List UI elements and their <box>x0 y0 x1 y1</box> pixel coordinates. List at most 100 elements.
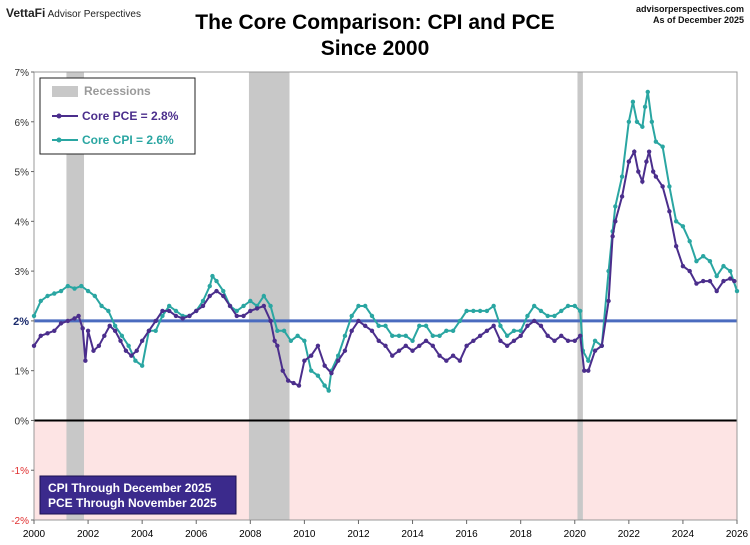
core-pce-point-69 <box>457 358 463 363</box>
core-cpi-point-19 <box>160 313 165 319</box>
core-cpi-point-16 <box>139 363 145 368</box>
plot-frame <box>33 71 738 521</box>
core-pce-point-67 <box>444 358 449 363</box>
x-tick-label-2008: 2008 <box>239 529 262 540</box>
core-cpi-point-59 <box>417 323 422 329</box>
core-cpi-point-11 <box>106 308 111 314</box>
core-pce-point-49 <box>322 363 327 368</box>
core-pce-point-39 <box>268 318 273 324</box>
core-pce-point-58 <box>383 343 388 348</box>
core-pce-point-73 <box>484 328 490 334</box>
core-cpi-point-76 <box>532 303 537 309</box>
core-pce-point-62 <box>410 348 415 353</box>
core-cpi-point-52 <box>369 313 375 319</box>
core-pce-point-48 <box>315 343 321 348</box>
core-pce-point-94 <box>613 219 618 224</box>
core-pce-point-30 <box>207 293 212 299</box>
core-pce-point-41 <box>275 343 280 348</box>
core-pce-point-99 <box>640 179 645 184</box>
x-tick-label-2018: 2018 <box>510 529 533 540</box>
core-pce-point-3 <box>52 328 57 334</box>
core-cpi-point-72 <box>504 333 510 339</box>
core-cpi-point-94 <box>634 119 640 124</box>
core-pce-point-22 <box>153 318 158 324</box>
core-pce-point-84 <box>559 333 564 339</box>
core-pce-point-108 <box>687 268 692 274</box>
core-pce-point-111 <box>707 278 713 284</box>
core-pce-point-74 <box>491 323 496 329</box>
core-pce-point-81 <box>538 323 544 329</box>
core-cpi-point-71 <box>498 323 503 329</box>
legend-pce-marker <box>56 113 62 119</box>
core-pce-point-98 <box>636 169 641 174</box>
core-pce-point-7 <box>76 313 81 319</box>
core-cpi-point-80 <box>559 308 564 314</box>
core-cpi-point-12 <box>112 323 118 329</box>
source-note: advisorperspectives.com As of December 2… <box>636 4 744 26</box>
core-cpi-point-63 <box>444 328 449 334</box>
core-cpi-point-91 <box>619 174 625 179</box>
legend-cpi-label: Core CPI = 2.6% <box>82 133 174 147</box>
core-cpi-point-10 <box>99 303 104 309</box>
core-pce-point-88 <box>582 368 587 373</box>
core-cpi-point-73 <box>511 328 517 334</box>
core-cpi-point-14 <box>126 343 131 348</box>
x-tick-label-2024: 2024 <box>672 529 695 540</box>
core-pce-point-60 <box>396 348 402 353</box>
y-tick-label-2: 2% <box>13 316 29 328</box>
legend-pce-label: Core PCE = 2.8% <box>82 109 179 123</box>
core-cpi-point-81 <box>565 303 571 309</box>
core-pce-point-6 <box>72 316 77 321</box>
core-cpi-point-55 <box>390 333 395 339</box>
core-pce-point-76 <box>504 343 510 348</box>
core-pce-point-36 <box>248 308 253 314</box>
core-cpi-point-106 <box>701 253 706 259</box>
core-cpi-point-38 <box>281 328 287 334</box>
y-tick-label-1: 1% <box>15 367 30 378</box>
core-pce-point-101 <box>646 149 652 154</box>
core-cpi-point-96 <box>642 104 648 110</box>
core-cpi-point-1 <box>38 298 43 304</box>
core-pce-point-57 <box>376 338 381 343</box>
core-cpi-point-0 <box>31 313 37 319</box>
core-cpi-point-44 <box>322 383 327 388</box>
core-cpi-point-109 <box>721 263 726 269</box>
core-pce-point-28 <box>194 308 199 314</box>
core-cpi-point-86 <box>592 338 598 343</box>
y-tick-label-7: 7% <box>15 68 30 79</box>
core-pce-point-100 <box>644 159 649 164</box>
core-pce-point-27 <box>187 313 192 319</box>
brand-subtitle: Advisor Perspectives <box>47 9 141 20</box>
core-cpi-point-92 <box>626 119 632 124</box>
core-cpi-point-5 <box>65 283 70 289</box>
core-pce-point-35 <box>241 313 246 319</box>
core-pce-point-91 <box>599 343 605 348</box>
core-cpi-point-20 <box>166 303 172 309</box>
core-pce-point-9 <box>83 358 88 363</box>
core-pce-point-110 <box>701 278 706 284</box>
core-pce-point-59 <box>390 353 395 358</box>
core-cpi-point-66 <box>464 308 469 314</box>
core-cpi-point-65 <box>457 318 463 324</box>
x-tick-label-2002: 2002 <box>77 529 100 540</box>
core-pce-point-106 <box>673 244 679 249</box>
core-pce-point-5 <box>65 318 70 324</box>
core-pce-point-55 <box>363 323 368 329</box>
core-cpi-point-99 <box>653 139 659 144</box>
core-pce-point-16 <box>118 338 123 343</box>
core-cpi-point-95 <box>640 124 645 129</box>
core-cpi-point-50 <box>356 303 361 309</box>
core-pce-point-24 <box>166 308 172 314</box>
legend-cpi-marker <box>56 137 62 143</box>
core-cpi-point-82 <box>572 303 577 309</box>
core-pce-point-21 <box>146 328 152 334</box>
core-pce-point-90 <box>592 348 598 353</box>
core-cpi-point-54 <box>383 323 388 329</box>
core-pce-point-115 <box>732 278 737 284</box>
core-cpi-point-39 <box>288 338 294 343</box>
core-cpi-point-64 <box>450 328 456 334</box>
core-cpi-point-2 <box>45 293 50 299</box>
y-tick-label-6: 6% <box>15 118 30 129</box>
note-box <box>39 475 237 515</box>
core-pce-point-34 <box>234 313 239 319</box>
